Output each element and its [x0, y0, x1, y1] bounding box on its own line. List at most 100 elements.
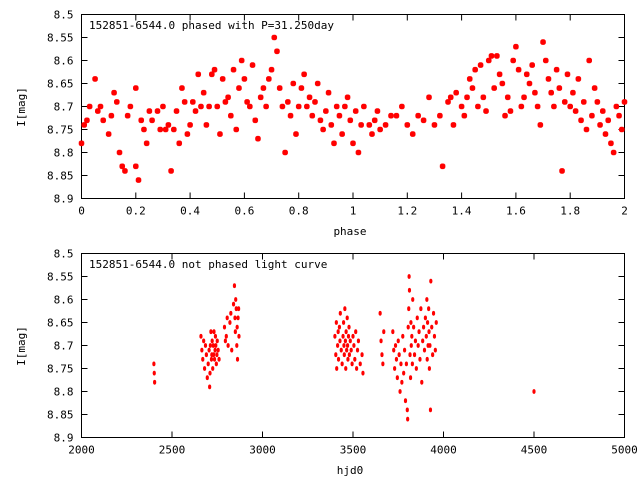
- unphased-y-tick-label: 8.5: [54, 248, 74, 261]
- phased-data-point: [228, 112, 234, 119]
- unphased-data-point: [404, 361, 408, 367]
- phased-data-point: [187, 122, 193, 128]
- unphased-data-point: [432, 333, 437, 339]
- phased-data-point: [529, 62, 535, 68]
- unphased-data-point: [409, 320, 413, 325]
- phased-data-point: [86, 103, 93, 110]
- unphased-data-point: [420, 379, 424, 385]
- unphased-data-point: [233, 315, 237, 321]
- unphased-data-point: [428, 343, 432, 348]
- unphased-data-point: [414, 366, 418, 371]
- phased-data-point: [333, 103, 340, 110]
- unphased-data-point: [215, 352, 219, 358]
- unphased-data-point: [214, 343, 218, 348]
- phased-data-point: [358, 122, 364, 128]
- phased-data-point: [331, 140, 337, 147]
- phased-data-point: [84, 117, 90, 124]
- phased-data-point: [483, 108, 489, 114]
- phased-x-tick-label: 0: [78, 205, 85, 218]
- unphased-data-point: [356, 338, 361, 344]
- phased-data-point: [518, 103, 525, 110]
- unphased-data-point: [205, 375, 209, 381]
- phased-data-point: [217, 131, 223, 137]
- phased-data-point: [504, 94, 511, 101]
- unphased-data-point: [202, 338, 206, 344]
- phased-data-point: [355, 149, 362, 156]
- unphased-data-point: [232, 283, 237, 289]
- unphased-data-point: [213, 347, 217, 353]
- phased-data-point: [472, 66, 478, 73]
- unphased-data-point: [351, 333, 355, 339]
- unphased-data-point: [234, 297, 238, 302]
- unphased-data-point: [395, 375, 399, 381]
- phased-data-point: [616, 112, 622, 119]
- phased-x-tick-label: 1: [350, 205, 357, 218]
- phased-data-point: [113, 99, 120, 105]
- unphased-data-point: [396, 338, 400, 344]
- phased-data-point: [325, 89, 332, 96]
- phased-data-point: [94, 108, 101, 114]
- unphased-data-point: [237, 306, 241, 312]
- phased-data-point: [450, 122, 457, 128]
- phased-data-point: [561, 99, 568, 105]
- phased-data-point: [268, 66, 275, 73]
- phased-data-point: [124, 112, 131, 119]
- phased-data-point: [540, 39, 546, 45]
- phased-data-point: [143, 140, 150, 147]
- phased-data-point: [458, 103, 465, 110]
- phased-data-point: [122, 168, 128, 174]
- unphased-data-point: [431, 352, 435, 358]
- phased-data-point: [589, 112, 595, 119]
- phased-data-point: [111, 89, 117, 96]
- unphased-data-point: [400, 379, 404, 385]
- phased-data-point: [323, 108, 329, 114]
- unphased-data-point: [394, 356, 399, 362]
- phased-x-tick-label: 1.4: [452, 205, 472, 218]
- phased-data-point: [537, 122, 544, 128]
- unphased-data-point: [410, 361, 414, 367]
- unphased-data-point: [202, 366, 207, 371]
- phased-y-axis-label: I[mag]: [15, 87, 28, 127]
- unphased-data-point: [347, 352, 351, 358]
- phased-data-point: [211, 66, 218, 73]
- phased-data-point: [304, 103, 310, 110]
- phased-data-point: [399, 103, 405, 110]
- unphased-data-point: [393, 343, 398, 348]
- phased-data-point: [564, 71, 571, 78]
- phased-data-point: [314, 80, 321, 87]
- unphased-data-point: [217, 356, 221, 362]
- phased-x-axis-label: phase: [333, 225, 366, 238]
- phased-data-point: [404, 122, 411, 128]
- unphased-data-point: [234, 306, 238, 312]
- phased-data-point: [184, 131, 191, 137]
- unphased-data-point: [408, 352, 412, 358]
- phased-data-point: [132, 85, 139, 91]
- phased-data-point: [97, 103, 104, 110]
- phased-data-point: [439, 163, 446, 170]
- unphased-data-point: [425, 356, 429, 362]
- unphased-data-point: [209, 329, 213, 335]
- phased-data-point: [276, 85, 283, 91]
- unphased-data-point: [216, 347, 220, 353]
- phased-data-point: [578, 117, 584, 124]
- phased-y-tick-label: 8.9: [54, 193, 74, 206]
- unphased-data-point: [355, 366, 359, 371]
- unphased-data-point: [402, 347, 407, 353]
- unphased-data-point: [212, 356, 217, 362]
- unphased-x-axis-label: hjd0: [337, 464, 364, 477]
- unphased-data-point: [425, 320, 430, 325]
- phased-x-tick-label: 0.8: [289, 205, 309, 218]
- unphased-data-point: [228, 320, 232, 325]
- phased-data-point: [279, 103, 286, 110]
- phased-data-point: [591, 85, 598, 91]
- unphased-data-point: [204, 352, 208, 358]
- phased-data-point: [621, 99, 628, 105]
- unphased-data-point: [350, 361, 354, 367]
- phased-data-point: [339, 131, 345, 137]
- unphased-data-point: [223, 338, 227, 344]
- unphased-data-point: [430, 324, 434, 330]
- phased-data-point: [580, 99, 587, 105]
- phased-data-point: [347, 117, 354, 124]
- unphased-data-point: [415, 315, 419, 321]
- phased-data-point: [488, 53, 495, 59]
